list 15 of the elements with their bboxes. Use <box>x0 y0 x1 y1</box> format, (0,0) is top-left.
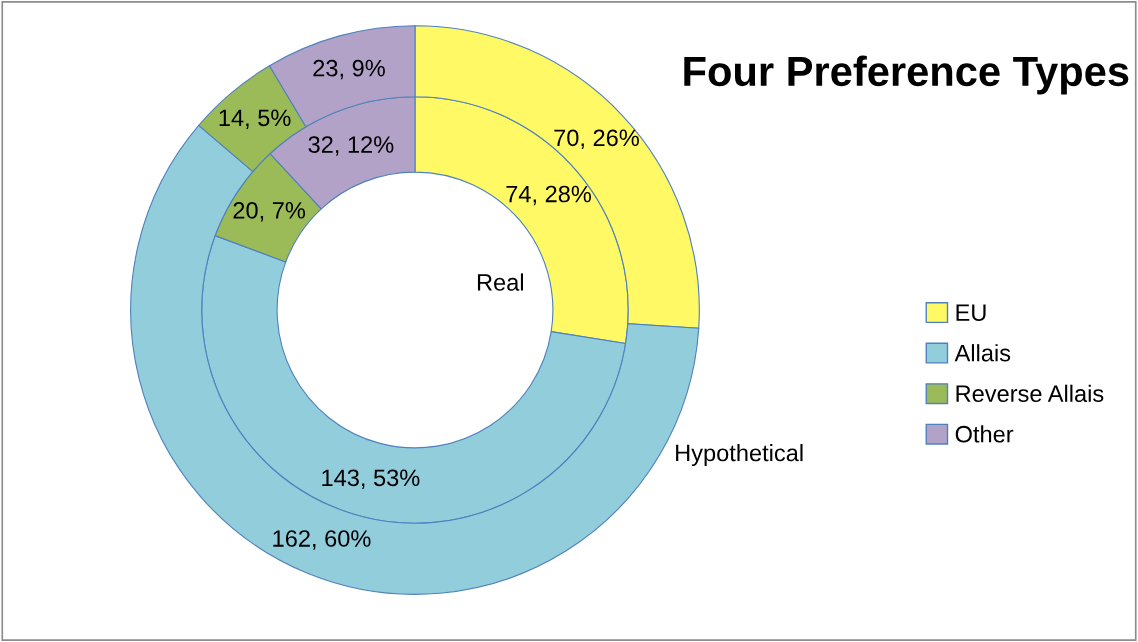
legend-label: Other <box>955 425 1014 443</box>
data-label: 14, 5% <box>219 109 291 129</box>
slice-label: Real <box>477 273 523 291</box>
data-label: 20, 7% <box>233 201 306 222</box>
data-label: 162, 60% <box>273 530 371 550</box>
data-label: 23, 9% <box>313 59 385 80</box>
legend-label: EU <box>956 304 986 321</box>
data-label: 32, 12% <box>308 136 394 156</box>
legend-label: Reverse Allais <box>956 384 1104 403</box>
data-label: 74, 28% <box>506 185 592 206</box>
legend-label: Allais <box>954 344 1011 362</box>
data-label: 70, 26% <box>554 129 639 149</box>
text: Four Preference Types <box>684 55 1129 95</box>
data-label: 143, 53% <box>322 469 420 489</box>
slice-label: Hypothetical <box>676 443 803 467</box>
